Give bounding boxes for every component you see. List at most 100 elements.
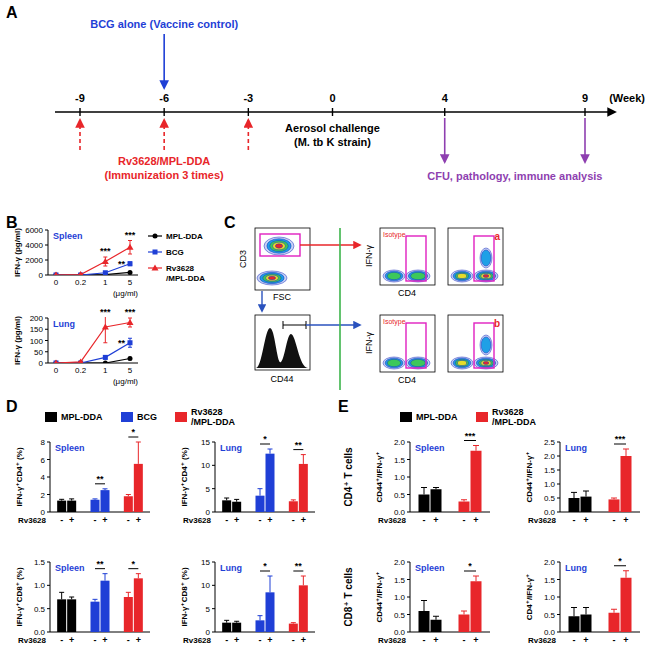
x-tick-label: - xyxy=(225,635,228,645)
x-tick-label: 0 xyxy=(54,366,59,375)
error-bar xyxy=(128,262,132,266)
x-tick-label: - xyxy=(613,635,616,645)
y-tick xyxy=(557,456,560,457)
flow-plot-frame xyxy=(380,315,435,372)
y-tick xyxy=(557,498,560,499)
legend-line-text: Rv3628 xyxy=(191,407,223,417)
x-tick-label: 5 xyxy=(128,366,133,375)
error-bar xyxy=(301,576,306,585)
bar xyxy=(67,599,76,632)
y-tick xyxy=(407,579,410,580)
flow-density xyxy=(457,360,466,365)
x-tick-label: - xyxy=(292,515,295,525)
timeline-tick xyxy=(332,108,333,116)
legend-line-text: BCG xyxy=(166,248,184,257)
bar xyxy=(256,620,265,632)
flow-gate xyxy=(406,323,426,368)
point xyxy=(54,361,59,364)
y-tick xyxy=(407,632,410,633)
annotations: ******** xyxy=(100,230,136,269)
x-axis-label: Rv3628 xyxy=(378,636,407,645)
y-tick-label: 0.5 xyxy=(544,611,556,620)
x-tick-label: - xyxy=(127,635,130,645)
error-bar xyxy=(473,576,479,581)
chart-title: Spleen xyxy=(55,563,85,573)
flow-panel: CD3FSCCD44IFN-γCD4IsotypeaIFN-γCD4Isotyp… xyxy=(238,228,503,390)
error-bar xyxy=(421,488,427,495)
panel-label: D xyxy=(6,398,18,415)
y-tick xyxy=(45,351,48,352)
y-tick xyxy=(407,459,410,460)
bar xyxy=(124,597,133,632)
y-tick-label: 5 xyxy=(206,605,211,614)
timeline-tick-label: 0 xyxy=(329,92,335,104)
bar xyxy=(569,498,580,512)
y-tick xyxy=(212,465,215,466)
bar xyxy=(91,602,100,632)
chart-title: Spleen xyxy=(55,443,85,453)
bar xyxy=(134,464,143,512)
y-tick xyxy=(557,470,560,471)
significance: * xyxy=(263,561,267,571)
challenge-label: Aerosol challenge xyxy=(285,122,380,134)
y-tick xyxy=(212,608,215,609)
x-tick-label: + xyxy=(267,635,272,645)
plot-area xyxy=(419,446,482,513)
y-tick xyxy=(47,494,50,495)
bar xyxy=(289,624,298,632)
x-axis-label: Rv3628 xyxy=(183,516,212,525)
flow-density xyxy=(267,239,291,254)
flow-density xyxy=(270,240,289,251)
error-bar xyxy=(433,488,439,490)
error-bar xyxy=(126,592,131,597)
y-tick xyxy=(407,562,410,563)
y-tick xyxy=(557,632,560,633)
flow-density xyxy=(480,335,492,355)
y-tick-label: 2.0 xyxy=(544,452,556,461)
bar xyxy=(471,581,482,632)
timeline-unit: (Week) xyxy=(609,92,645,104)
chart-title: Lung xyxy=(220,443,242,453)
flow-histogram-gate xyxy=(283,321,306,329)
bar xyxy=(621,456,632,512)
bar xyxy=(124,496,133,512)
plot-area xyxy=(569,571,632,632)
chart: 051015IFN-γ⁺CD8⁺ (%)Lung***-+-+-+Rv3628 xyxy=(180,558,315,645)
error-bar xyxy=(258,489,263,496)
x-tick-label: + xyxy=(583,515,588,525)
y-tick-label: 2.5 xyxy=(544,438,556,447)
bar xyxy=(609,499,620,512)
point xyxy=(128,261,133,266)
flow-axis-label: IFN-γ xyxy=(364,332,374,354)
significance: *** xyxy=(100,307,111,317)
immunization-label: Rv3628/MPL-DDA xyxy=(118,155,210,167)
bar xyxy=(266,454,275,512)
y-tick-label: 6 xyxy=(41,456,46,465)
y-tick-label: 1.0 xyxy=(394,473,406,482)
flow-gate xyxy=(260,234,300,256)
chart-title: Spleen xyxy=(415,443,445,453)
timeline-tick-label: -9 xyxy=(75,92,85,104)
x-tick-label: + xyxy=(583,635,588,645)
point xyxy=(127,319,134,325)
flow-plot-frame xyxy=(448,228,503,285)
y-tick-label: 1.5 xyxy=(394,456,406,465)
error-bar xyxy=(103,489,108,490)
legend-swatch xyxy=(121,412,133,422)
y-axis xyxy=(215,562,216,632)
x-tick-label: + xyxy=(301,635,306,645)
chart: 02468IFN-γ⁺CD4⁺ (%)Spleen***-+-+-+Rv3628… xyxy=(15,407,235,525)
y-tick-label: 100 xyxy=(30,337,44,346)
y-tick-label: 1.0 xyxy=(394,593,406,602)
y-tick xyxy=(407,442,410,443)
point xyxy=(153,250,158,255)
bar xyxy=(91,500,100,512)
legend-line-text: Rv3628 xyxy=(166,264,195,273)
x-axis-label: Rv3628 xyxy=(18,636,47,645)
bar xyxy=(459,502,470,513)
x-axis-label: Rv3628 xyxy=(528,636,557,645)
y-tick xyxy=(212,512,215,513)
bar xyxy=(256,496,265,512)
plot-area xyxy=(53,317,134,363)
annotations: *** xyxy=(464,431,476,441)
